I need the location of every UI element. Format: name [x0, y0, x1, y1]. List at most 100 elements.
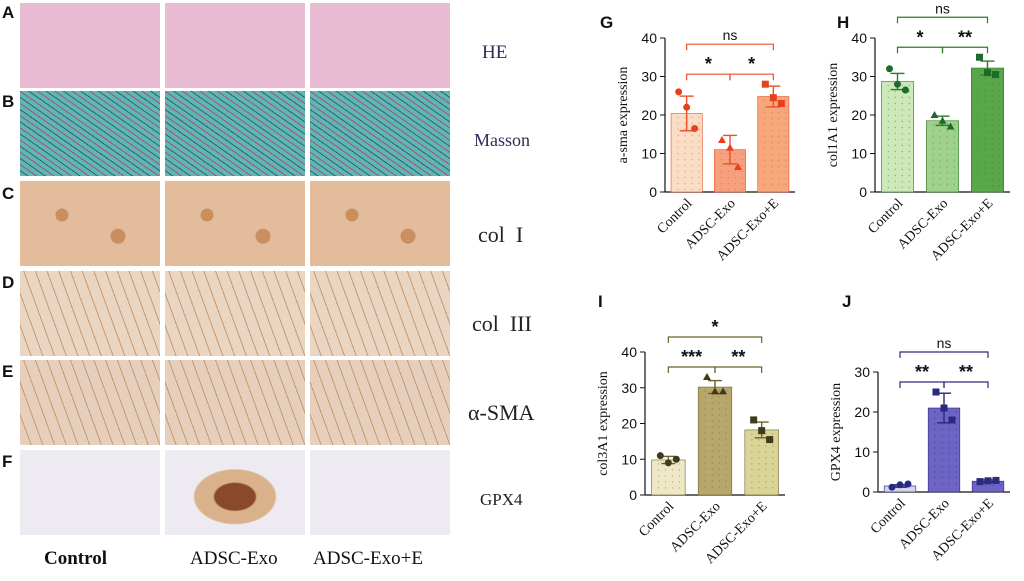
chart-g-y-tick-label: 30 — [641, 69, 657, 85]
chart-i-bar-stipple — [758, 469, 760, 471]
chart-j-bar-stipple — [934, 441, 936, 443]
chart-i-significance-bracket — [714, 366, 763, 374]
column-label-control: Control — [44, 548, 107, 569]
chart-h-bar-stipple — [908, 168, 910, 171]
chart-h-bar-stipple — [887, 180, 889, 183]
chart-g-data-point — [726, 143, 734, 151]
chart-i-y-tick-label: 30 — [621, 380, 637, 396]
chart-g-bar — [757, 96, 790, 193]
chart-i-bar-stipple — [704, 450, 706, 452]
chart-g-y-axis-label: a-sma expression — [616, 67, 631, 164]
chart-i-bar-stipple — [772, 481, 774, 483]
chart-h-bar-stipple — [984, 83, 986, 85]
chart-h-bar — [970, 67, 1004, 193]
chart-h-bar-stipple — [887, 156, 889, 159]
chart-h-bar-stipple — [932, 172, 934, 174]
chart-h-bar-stipple — [887, 150, 889, 153]
chart-h-bar-stipple — [946, 178, 948, 180]
chart-g-bar-stipple — [677, 134, 679, 137]
chart-i-bar-stipple — [725, 402, 727, 404]
chart-g-bar-stipple — [771, 177, 773, 180]
chart-i-bar-stipple — [718, 474, 720, 476]
micrograph-alpha-sma-adsc-exo-e — [310, 360, 450, 445]
chart-i-bar-stipple — [725, 414, 727, 416]
chart-g-bar-stipple — [677, 176, 679, 179]
chart-g-bar-stipple — [677, 140, 679, 143]
chart-h-bar-stipple — [939, 130, 941, 132]
chart-g-bar-stipple — [684, 116, 686, 119]
chart-g-data-point — [734, 162, 742, 170]
chart-g-bar-stipple — [698, 188, 700, 191]
chart-h-bar-stipple — [894, 132, 896, 135]
chart-g-bar-stipple — [698, 128, 700, 131]
chart-j-bar-stipple — [941, 423, 943, 425]
row-label-col3: col III — [472, 311, 532, 336]
chart-i-bar-stipple — [718, 450, 720, 452]
chart-j-data-point — [984, 477, 992, 485]
chart-h-bar-stipple — [977, 89, 979, 91]
chart-j-bar-stipple — [955, 429, 957, 431]
chart-i-bar-stipple — [711, 462, 713, 464]
chart-h-bar-stipple — [901, 96, 903, 99]
chart-h-bar-stipple — [932, 184, 934, 186]
chart-h-bar-stipple — [939, 160, 941, 162]
chart-i-bar-stipple — [711, 396, 713, 398]
chart-i-bar-stipple — [718, 480, 720, 482]
chart-i-bar-stipple — [718, 402, 720, 404]
chart-i-bar-stipple — [758, 487, 760, 489]
chart-h-bar-stipple — [977, 125, 979, 127]
chart-g-y-tick-label: 0 — [649, 184, 657, 200]
chart-j-bar-stipple — [941, 447, 943, 449]
chart-j-significance-bracket — [943, 381, 989, 388]
chart-i-bar-stipple — [704, 396, 706, 398]
chart-h-bar-stipple — [887, 108, 889, 111]
chart-g-bar-stipple — [727, 170, 730, 173]
chart-i-bar-stipple — [725, 444, 727, 446]
chart-h-bar-stipple — [887, 144, 889, 147]
chart-g-data-point — [675, 88, 683, 96]
chart-j-bar-stipple — [934, 477, 936, 479]
chart-h-bar-stipple — [998, 179, 1000, 181]
chart-j-bar-stipple — [948, 441, 950, 443]
chart-j-bar-stipple — [985, 484, 987, 486]
chart-h-bar-stipple — [953, 160, 955, 162]
chart-g-bar-stipple — [698, 182, 700, 185]
chart-h-significance-label: ns — [935, 0, 950, 16]
chart-h-bar-stipple — [991, 89, 993, 91]
chart-h-data-point — [946, 122, 955, 130]
chart-i-bar-stipple — [704, 432, 706, 434]
chart-i-bar-stipple — [718, 420, 720, 422]
chart-h-bar-stipple — [894, 120, 896, 123]
chart-h-bar-stipple — [887, 90, 889, 93]
panel-letter-B: B — [2, 92, 15, 111]
chart-j-bar-stipple — [955, 459, 957, 461]
chart-g-data-point — [761, 80, 769, 88]
chart-h-bar-stipple — [984, 167, 986, 169]
chart-j-bar-stipple — [948, 477, 950, 479]
chart-g-bar-stipple — [698, 176, 700, 179]
chart-g-bar-stipple — [778, 111, 780, 114]
chart-h-bar-stipple — [939, 172, 941, 174]
chart-i-panel-letter: I — [598, 292, 603, 311]
micrograph-he-adsc-exo-e — [310, 3, 450, 88]
panel-letter-C: C — [2, 184, 15, 203]
chart-h-bar-stipple — [901, 186, 903, 189]
chart-g-bar-stipple — [764, 147, 766, 150]
chart-i-bar-stipple — [772, 475, 774, 477]
chart-g-bar-stipple — [764, 165, 766, 168]
chart-j-bar-stipple — [955, 435, 957, 437]
chart-h-bar-stipple — [953, 166, 955, 168]
chart-h-bar-stipple — [887, 114, 889, 117]
chart-h-bar-stipple — [932, 160, 934, 162]
chart-h-bar-stipple — [977, 83, 979, 85]
micrograph-masson-control — [20, 91, 160, 176]
chart-j-bar-stipple — [941, 465, 943, 467]
chart-i-bar-stipple — [711, 468, 713, 470]
chart-h-bar-stipple — [977, 155, 979, 157]
chart-h-bar-stipple — [977, 149, 979, 151]
micrograph-gpx4-adsc-exo-e — [310, 450, 450, 535]
chart-h-bar-stipple — [991, 101, 993, 103]
chart-g-bar-stipple — [764, 129, 766, 132]
chart-h-bar-stipple — [991, 119, 993, 121]
chart-i-data-point — [758, 427, 766, 435]
